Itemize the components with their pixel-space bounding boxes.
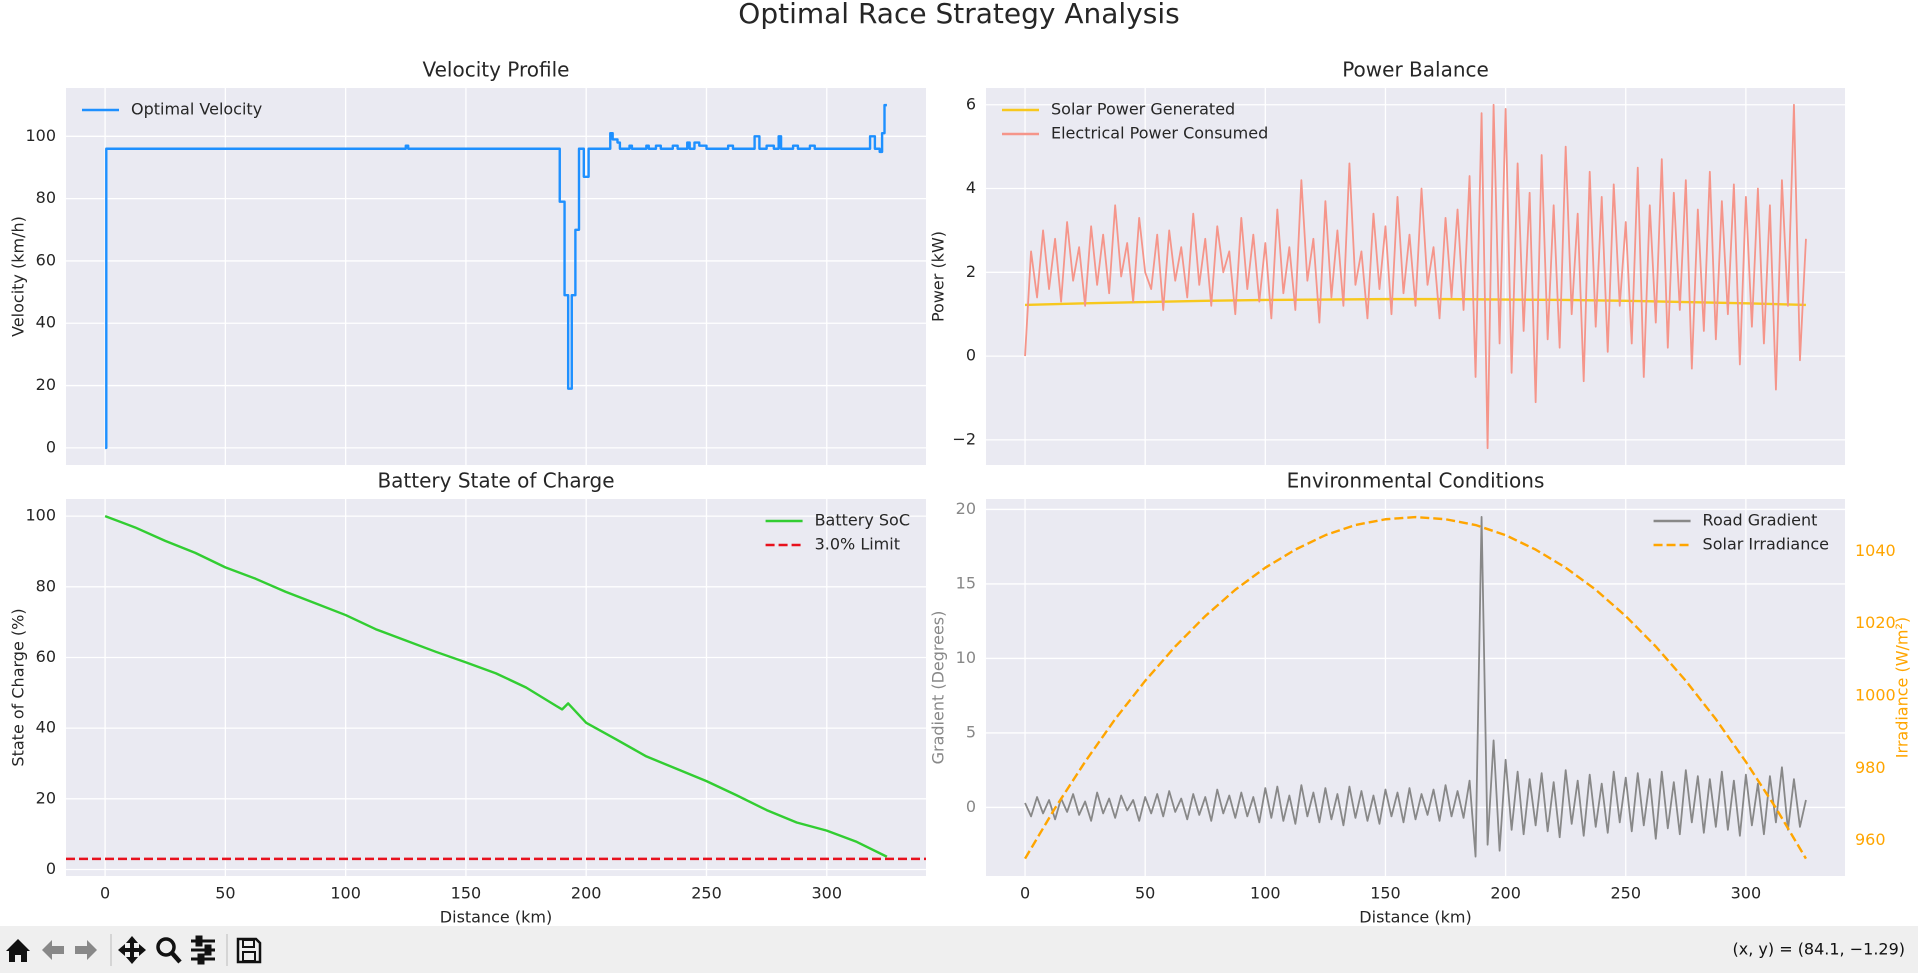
slider-knob	[204, 944, 212, 956]
x-tick-label: 200	[1490, 884, 1521, 903]
save-icon-slot	[242, 951, 256, 962]
legend: Road Gradient Solar Irradiance	[1653, 511, 1829, 554]
legend: Battery SoC 3.0% Limit	[765, 511, 910, 554]
legend-label: 3.0% Limit	[815, 535, 900, 554]
y-axis-label: Power (kW)	[929, 231, 948, 322]
subplot-title: Battery State of Charge	[377, 469, 614, 493]
legend: Optimal Velocity	[82, 100, 262, 119]
series-line	[1024, 515, 1807, 860]
y-tick-label: 4	[966, 178, 976, 197]
pan-icon	[118, 936, 146, 964]
y-tick-label: 0	[966, 346, 976, 365]
series-line	[105, 103, 887, 450]
y2-axis-label: Irradiance (W/m²)	[1893, 617, 1912, 758]
x-tick-label: 100	[330, 884, 361, 903]
y-tick-label: 60	[36, 647, 56, 666]
x-tick-label: 0	[100, 884, 110, 903]
x-tick-label: 250	[691, 884, 722, 903]
y2-tick-label: 1000	[1855, 685, 1896, 704]
y2-tick-label: 960	[1855, 830, 1886, 849]
y-axis-label: State of Charge (%)	[9, 608, 28, 766]
y-tick-label: 0	[46, 437, 56, 456]
cursor-status: (x, y) = (84.1, −1.29)	[1733, 940, 1905, 959]
y-tick-label: 15	[956, 573, 976, 592]
legend-label: Battery SoC	[815, 511, 910, 530]
back-button[interactable]	[42, 940, 64, 960]
series-line	[1024, 515, 1807, 858]
pan-button[interactable]	[118, 936, 146, 964]
y-tick-label: 80	[36, 188, 56, 207]
y-tick-label: 100	[25, 126, 56, 145]
legend: Solar Power Generated Electrical Power Co…	[1002, 100, 1268, 143]
y-tick-label: −2	[952, 429, 976, 448]
y-tick-label: 20	[956, 499, 976, 518]
y-tick-label: 6	[966, 94, 976, 113]
x-axis-label: Distance (km)	[1359, 908, 1471, 927]
y-tick-label: 80	[36, 576, 56, 595]
configure-button[interactable]	[191, 935, 215, 965]
y-tick-label: 10	[956, 648, 976, 667]
forward-button[interactable]	[75, 940, 97, 960]
y-axis-label: Velocity (km/h)	[9, 216, 28, 337]
x-tick-label: 50	[215, 884, 235, 903]
y-tick-label: 0	[46, 859, 56, 878]
x-axis-label: Distance (km)	[440, 908, 552, 927]
legend-label: Optimal Velocity	[131, 100, 262, 119]
x-tick-label: 50	[1135, 884, 1155, 903]
x-tick-label: 300	[811, 884, 842, 903]
series-line	[1024, 103, 1807, 450]
y-tick-label: 40	[36, 718, 56, 737]
y-tick-label: 2	[966, 262, 976, 281]
legend-label: Road Gradient	[1703, 511, 1818, 530]
y-tick-label: 20	[36, 375, 56, 394]
y-tick-label: 0	[966, 797, 976, 816]
legend-label: Electrical Power Consumed	[1051, 124, 1268, 143]
back-icon	[42, 940, 64, 960]
x-tick-label: 150	[451, 884, 482, 903]
y-tick-label: 60	[36, 250, 56, 269]
y-tick-label: 40	[36, 313, 56, 332]
toolbar-background	[0, 926, 1918, 973]
save-icon-label	[242, 939, 255, 948]
legend-label: Solar Power Generated	[1051, 100, 1235, 119]
subplot: Velocity Profile 0 20 40 60 80 100 Velocity (km…	[9, 58, 926, 465]
zoom-icon	[156, 937, 176, 957]
slider-knob	[197, 953, 205, 965]
x-tick-label: 200	[571, 884, 602, 903]
x-tick-label: 100	[1250, 884, 1281, 903]
forward-icon	[75, 940, 97, 960]
figure-title: Optimal Race Strategy Analysis	[738, 0, 1179, 30]
slider-knob	[195, 935, 203, 947]
y-tick-label: 100	[25, 506, 56, 525]
plot-area	[66, 499, 926, 876]
y-axis-label: Gradient (Degrees)	[929, 611, 948, 765]
plot-area	[66, 88, 926, 465]
series-line	[104, 515, 888, 858]
zoom-icon-handle	[170, 951, 182, 964]
legend-label: Solar Irradiance	[1703, 535, 1829, 554]
subplot-title: Velocity Profile	[422, 58, 569, 82]
subplot-title: Power Balance	[1342, 58, 1489, 82]
y-tick-label: 5	[966, 722, 976, 741]
plot-area	[986, 88, 1845, 465]
x-tick-label: 250	[1610, 884, 1641, 903]
subplot: Power Balance −2 0 2 4 6 Power (kW) Solar Power…	[929, 58, 1845, 465]
zoom-button[interactable]	[156, 937, 182, 964]
y2-tick-label: 980	[1855, 758, 1886, 777]
save-button[interactable]	[236, 937, 262, 964]
home-icon	[6, 939, 30, 962]
toolbar: (x, y) = (84.1, −1.29)	[0, 926, 1918, 973]
y2-tick-label: 1040	[1855, 541, 1896, 560]
subplot-title: Environmental Conditions	[1287, 469, 1545, 493]
y2-tick-label: 1020	[1855, 613, 1896, 632]
x-tick-label: 150	[1370, 884, 1401, 903]
home-button[interactable]	[6, 939, 30, 962]
x-tick-label: 0	[1020, 884, 1030, 903]
y-tick-label: 20	[36, 788, 56, 807]
x-tick-label: 300	[1731, 884, 1762, 903]
